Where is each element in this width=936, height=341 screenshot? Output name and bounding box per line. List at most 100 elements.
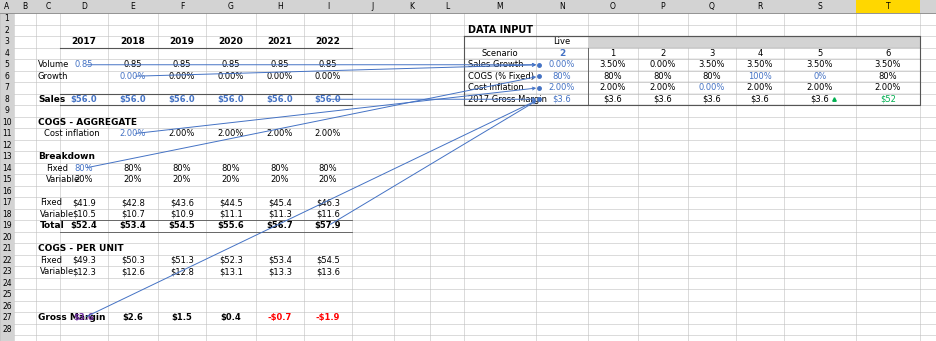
Text: 80%: 80%	[603, 72, 622, 81]
Text: H: H	[277, 2, 283, 11]
Text: $0.4: $0.4	[220, 313, 241, 322]
Text: 20%: 20%	[75, 175, 94, 184]
Text: 11: 11	[2, 129, 12, 138]
Text: Fixed: Fixed	[40, 256, 62, 265]
Text: -$0.7: -$0.7	[268, 313, 292, 322]
Text: 0.85: 0.85	[124, 60, 142, 69]
Text: $11.3: $11.3	[268, 210, 292, 219]
Text: 0.00%: 0.00%	[267, 72, 293, 81]
Text: 0%: 0%	[812, 72, 826, 81]
Text: F: F	[180, 2, 184, 11]
Text: 3.50%: 3.50%	[599, 60, 625, 69]
Text: 80%: 80%	[271, 164, 289, 173]
Text: Breakdown: Breakdown	[38, 152, 95, 161]
Text: 2.00%: 2.00%	[599, 83, 625, 92]
Text: 8: 8	[5, 95, 9, 104]
Text: 2018: 2018	[121, 37, 145, 46]
Text: 20%: 20%	[318, 175, 337, 184]
Text: 0.00%: 0.00%	[314, 72, 341, 81]
Text: 2: 2	[558, 49, 564, 58]
Text: 1: 1	[609, 49, 615, 58]
Text: 0.00%: 0.00%	[650, 60, 676, 69]
Text: Total: Total	[40, 221, 65, 230]
Text: COGS - PER UNIT: COGS - PER UNIT	[38, 244, 124, 253]
Text: $3.6: $3.6	[810, 95, 828, 104]
Text: $11.6: $11.6	[315, 210, 340, 219]
Text: 4: 4	[756, 49, 762, 58]
Text: 2.00%: 2.00%	[548, 83, 575, 92]
Text: P: P	[660, 2, 665, 11]
Text: R: R	[756, 2, 762, 11]
Text: 0.00%: 0.00%	[217, 72, 244, 81]
Text: D: D	[81, 2, 87, 11]
Text: 18: 18	[2, 210, 12, 219]
Text: 0.00%: 0.00%	[120, 72, 146, 81]
Text: Gross Margin: Gross Margin	[38, 313, 106, 322]
Text: 22: 22	[2, 256, 12, 265]
Text: 0.85: 0.85	[222, 60, 240, 69]
Text: COGS - AGGREGATE: COGS - AGGREGATE	[38, 118, 137, 127]
Text: $57.9: $57.9	[314, 221, 341, 230]
Text: $41.9: $41.9	[72, 198, 95, 207]
Text: $52.4: $52.4	[70, 221, 97, 230]
Text: $45.4: $45.4	[268, 198, 291, 207]
Text: Growth: Growth	[38, 72, 68, 81]
Text: 28: 28	[2, 325, 12, 334]
Text: $52: $52	[879, 95, 895, 104]
Text: $46.3: $46.3	[315, 198, 340, 207]
Text: I: I	[327, 2, 329, 11]
Text: 2: 2	[5, 26, 9, 35]
Text: $54.5: $54.5	[168, 221, 196, 230]
Text: 80%: 80%	[552, 72, 571, 81]
Text: 6: 6	[5, 72, 9, 81]
Text: 80%: 80%	[702, 72, 721, 81]
Text: C: C	[45, 2, 51, 11]
Text: 0.85: 0.85	[271, 60, 289, 69]
Text: $3.6: $3.6	[702, 95, 721, 104]
Text: $56.0: $56.0	[120, 95, 146, 104]
Text: Sales Growth: Sales Growth	[467, 60, 523, 69]
Bar	[588, 36, 919, 47]
Text: 16: 16	[2, 187, 12, 196]
Text: Fixed: Fixed	[40, 198, 62, 207]
Text: 80%: 80%	[222, 164, 240, 173]
Text: Sales: Sales	[38, 95, 66, 104]
Text: 3.50%: 3.50%	[746, 60, 772, 69]
Text: Variable: Variable	[40, 267, 74, 276]
Text: $3.6: $3.6	[603, 95, 622, 104]
Text: $11.1: $11.1	[219, 210, 242, 219]
Text: G: G	[227, 2, 234, 11]
Text: T: T	[885, 2, 889, 11]
Text: 20%: 20%	[172, 175, 191, 184]
Text: S: S	[817, 2, 822, 11]
Text: $12.8: $12.8	[169, 267, 194, 276]
Text: Cost inflation: Cost inflation	[44, 129, 99, 138]
Text: COGS (% Fixed): COGS (% Fixed)	[467, 72, 534, 81]
Text: Q: Q	[709, 2, 714, 11]
Text: 0.85: 0.85	[75, 60, 94, 69]
Text: $56.0: $56.0	[267, 95, 293, 104]
Text: 2.00%: 2.00%	[806, 83, 832, 92]
Text: 23: 23	[2, 267, 12, 276]
Text: J: J	[372, 2, 373, 11]
Text: 80%: 80%	[653, 72, 672, 81]
Text: $12.6: $12.6	[121, 267, 145, 276]
Text: $2.6: $2.6	[123, 313, 143, 322]
Text: 21: 21	[2, 244, 12, 253]
Text: 20%: 20%	[222, 175, 240, 184]
Text: 12: 12	[2, 141, 12, 150]
Text: 2.00%: 2.00%	[168, 129, 195, 138]
Text: $10.7: $10.7	[121, 210, 145, 219]
Text: 2.00%: 2.00%	[874, 83, 900, 92]
Text: $12.3: $12.3	[72, 267, 95, 276]
Text: 2.00%: 2.00%	[120, 129, 146, 138]
Text: $3.6: $3.6	[74, 313, 95, 322]
Text: $55.6: $55.6	[217, 221, 244, 230]
Text: $56.0: $56.0	[168, 95, 195, 104]
Text: $52.3: $52.3	[219, 256, 242, 265]
Text: 2.00%: 2.00%	[314, 129, 341, 138]
Bar	[856, 0, 919, 13]
Text: $43.6: $43.6	[169, 198, 194, 207]
Text: $13.6: $13.6	[315, 267, 340, 276]
Text: 2: 2	[660, 49, 665, 58]
